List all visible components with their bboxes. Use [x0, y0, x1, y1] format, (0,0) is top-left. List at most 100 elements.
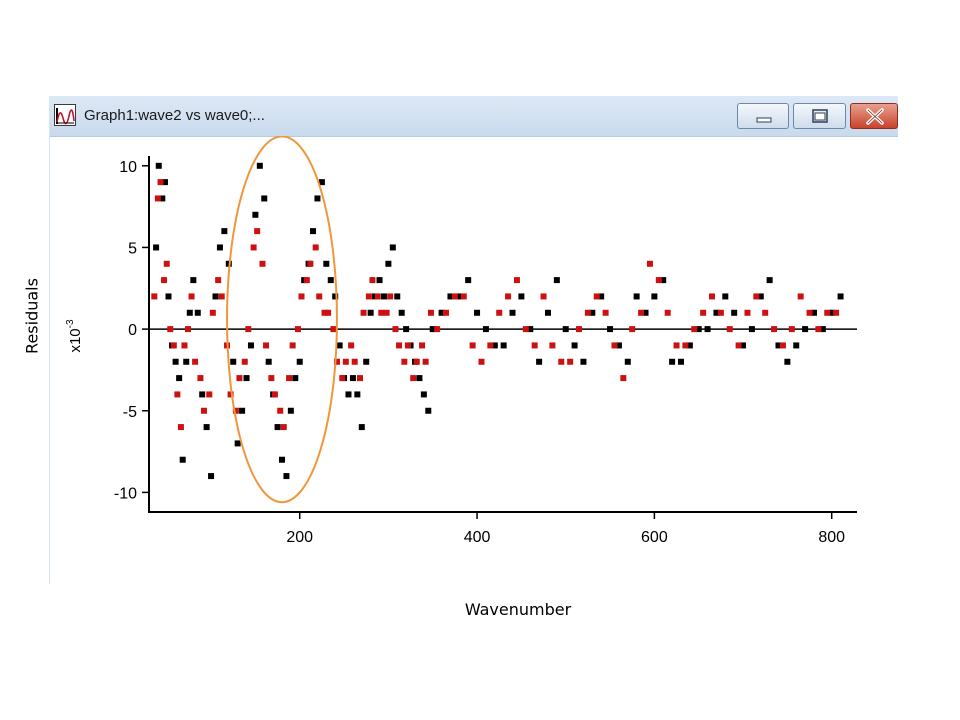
data-point-red — [271, 391, 278, 398]
data-point-red — [549, 342, 556, 349]
data-point-red — [682, 342, 689, 349]
data-point-black — [247, 342, 254, 349]
data-point-red — [333, 358, 340, 365]
data-point-red — [478, 358, 485, 365]
data-point-red — [197, 375, 204, 382]
data-point-black — [292, 375, 299, 382]
data-point-black — [527, 326, 534, 333]
data-point-red — [387, 293, 394, 300]
data-point-black — [354, 391, 361, 398]
data-point-black — [819, 326, 826, 333]
data-point-red — [469, 342, 476, 349]
data-point-black — [615, 342, 622, 349]
close-button[interactable] — [850, 103, 898, 129]
data-point-black — [252, 211, 259, 218]
x-axis-label: Wavenumber — [464, 600, 572, 619]
data-point-red — [815, 326, 822, 333]
data-point-red — [200, 407, 207, 414]
data-point-red — [312, 244, 319, 251]
data-point-red — [185, 326, 192, 333]
data-point-red — [167, 326, 174, 333]
x-tick-label: 200 — [286, 529, 313, 546]
data-point-black — [296, 358, 303, 365]
data-point-red — [263, 342, 270, 349]
data-point-black — [677, 358, 684, 365]
data-point-red — [655, 277, 662, 284]
data-point-black — [536, 358, 543, 365]
data-point-red — [762, 309, 769, 316]
data-point-black — [802, 326, 809, 333]
data-point-black — [766, 277, 773, 284]
x-axis-ticks: 200 400 600 800 — [286, 512, 845, 546]
data-point-red — [673, 342, 680, 349]
data-point-black — [389, 244, 396, 251]
data-point-black — [740, 342, 747, 349]
data-point-black — [283, 473, 290, 480]
data-point-red — [401, 358, 408, 365]
data-point-black — [544, 309, 551, 316]
data-point-black — [713, 309, 720, 316]
data-point-red — [593, 293, 600, 300]
data-point-red — [289, 342, 296, 349]
data-point-red — [824, 309, 831, 316]
data-point-black — [186, 309, 193, 316]
x-tick-label: 400 — [464, 529, 491, 546]
data-point-black — [239, 407, 246, 414]
y-tick-label: 0 — [128, 322, 137, 339]
data-point-black — [482, 326, 489, 333]
data-point-black — [624, 358, 631, 365]
data-point-black — [332, 293, 339, 300]
data-point-red — [259, 260, 266, 267]
data-point-red — [357, 375, 364, 382]
data-point-black — [159, 195, 166, 202]
data-point-red — [419, 342, 426, 349]
title-bar[interactable]: Graph1:wave2 vs wave0;... — [50, 96, 898, 137]
data-point-black — [363, 358, 370, 365]
data-point-black — [837, 293, 844, 300]
data-point-black — [562, 326, 569, 333]
data-point-red — [236, 375, 243, 382]
data-point-black — [376, 277, 383, 284]
y-unit-exponent: -3 — [65, 319, 76, 328]
maximize-button[interactable] — [793, 103, 846, 129]
data-point-black — [598, 293, 605, 300]
data-point-black — [589, 309, 596, 316]
data-point-black — [172, 358, 179, 365]
data-point-red — [174, 391, 181, 398]
y-tick-label: -5 — [123, 404, 137, 421]
data-point-red — [584, 309, 591, 316]
data-point-red — [360, 309, 367, 316]
minimize-button[interactable] — [737, 103, 789, 129]
data-point-red — [365, 293, 372, 300]
data-point-black — [704, 326, 711, 333]
data-point-black — [380, 293, 387, 300]
data-point-red — [700, 309, 707, 316]
data-point-black — [203, 424, 210, 431]
data-point-red — [396, 342, 403, 349]
data-point-red — [404, 342, 411, 349]
data-point-red — [307, 260, 314, 267]
data-point-red — [413, 358, 420, 365]
data-point-red — [303, 277, 310, 284]
data-point-red — [513, 277, 520, 284]
data-point-red — [181, 342, 188, 349]
data-point-red — [531, 342, 538, 349]
data-point-black — [265, 358, 272, 365]
data-point-red — [232, 407, 239, 414]
data-point-red — [215, 277, 222, 284]
graph-window: Graph1:wave2 vs wave0;... 10 5 0 -5 -10 200 4… — [49, 96, 898, 584]
y-axis-ticks: 10 5 0 -5 -10 — [114, 159, 149, 502]
data-point-red — [209, 309, 216, 316]
data-point-red — [664, 309, 671, 316]
graph-icon — [54, 104, 76, 126]
data-point-red — [151, 293, 158, 300]
data-point-red — [277, 407, 284, 414]
data-point-black — [179, 456, 186, 463]
data-point-red — [422, 358, 429, 365]
data-point-red — [567, 358, 574, 365]
residuals-scatter-plot: 10 5 0 -5 -10 200 400 600 800 x10-3 — [65, 136, 857, 546]
close-icon — [866, 108, 884, 125]
data-point-red — [330, 326, 337, 333]
scatter-points — [151, 162, 844, 480]
data-point-black — [327, 277, 334, 284]
